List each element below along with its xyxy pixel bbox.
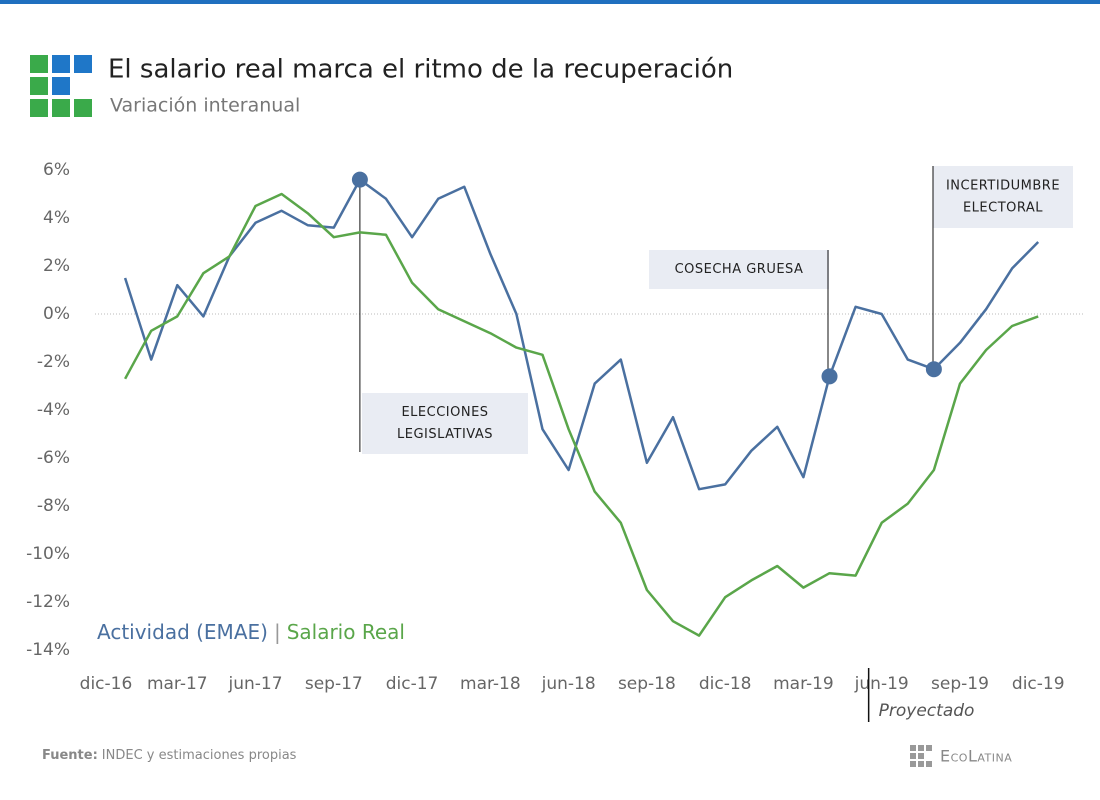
x-tick-label: dic-17 (386, 674, 439, 694)
brand: EcoLatina (940, 747, 1012, 766)
y-tick-label: 0% (43, 304, 70, 324)
source: Fuente: INDEC y estimaciones propias (42, 748, 297, 763)
annotation-dot (925, 361, 942, 378)
y-tick-label: -4% (37, 400, 70, 420)
logo (30, 55, 92, 117)
x-tick-label: mar-18 (460, 674, 521, 694)
annotation-text: ELECCIONES (401, 405, 488, 420)
top-bar (0, 0, 1100, 4)
x-tick-label: sep-19 (931, 674, 989, 694)
annotation-box (649, 250, 829, 289)
y-tick-label: 2% (43, 256, 70, 276)
y-tick-label: -12% (26, 592, 70, 612)
source-text: INDEC y estimaciones propias (102, 748, 297, 763)
chart-title: El salario real marca el ritmo de la rec… (108, 55, 733, 85)
x-tick-label: mar-17 (147, 674, 208, 694)
annotation-dot (821, 368, 838, 385)
x-tick-label: mar-19 (773, 674, 834, 694)
annotation-box (933, 166, 1073, 228)
annotation-dot (351, 171, 368, 188)
series-line (124, 192, 1039, 637)
x-tick-label: sep-18 (618, 674, 676, 694)
x-tick-label: jun-19 (854, 674, 909, 694)
x-tick-label: jun-17 (228, 674, 283, 694)
y-tick-label: -14% (26, 640, 70, 660)
legend-entry: Actividad (EMAE) (97, 620, 268, 644)
series-line (123, 178, 1040, 491)
y-tick-label: -2% (37, 352, 70, 372)
source-label: Fuente: (42, 748, 98, 763)
brand-logo (910, 745, 932, 767)
annotation-text: ELECTORAL (963, 201, 1043, 216)
legend: Actividad (EMAE) | Salario Real (97, 620, 405, 644)
x-tick-label: dic-18 (699, 674, 752, 694)
annotation-box (362, 393, 528, 454)
legend-separator: | (274, 620, 281, 644)
annotation-text: LEGISLATIVAS (397, 427, 493, 442)
x-tick-label: sep-17 (305, 674, 363, 694)
y-tick-label: 6% (43, 160, 70, 180)
x-tick-label: dic-19 (1012, 674, 1065, 694)
legend-entry: Salario Real (287, 620, 405, 644)
x-tick-label: dic-16 (80, 674, 133, 694)
annotation-text: INCERTIDUMBRE (946, 179, 1060, 194)
y-tick-label: -8% (37, 496, 70, 516)
y-tick-label: -6% (37, 448, 70, 468)
y-tick-label: -10% (26, 544, 70, 564)
y-tick-label: 4% (43, 208, 70, 228)
annotation-text: COSECHA GRUESA (675, 262, 804, 277)
chart-subtitle: Variación interanual (110, 95, 300, 117)
projection-label: Proyectado (879, 701, 975, 721)
x-tick-label: jun-18 (541, 674, 596, 694)
